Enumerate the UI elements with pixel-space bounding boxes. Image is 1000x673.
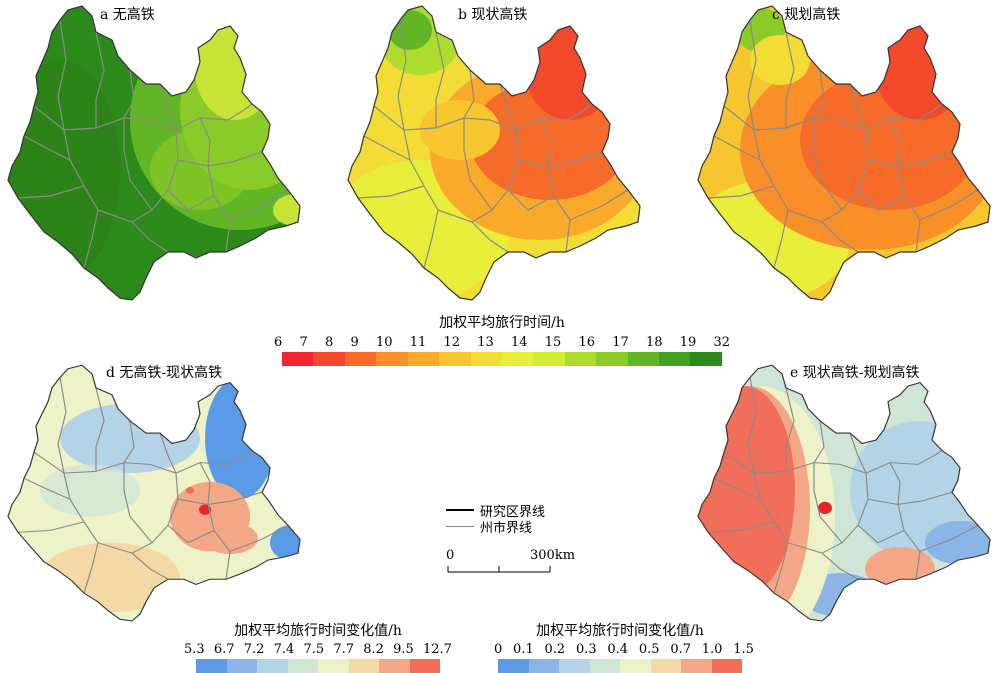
legend-tick: 8 (324, 335, 334, 350)
legend-tick: 0.7 (670, 642, 691, 657)
legend-swatch (528, 659, 559, 673)
legend-tick: 0.4 (607, 642, 629, 657)
legend-tick: 1.5 (733, 642, 754, 657)
legend-tick: 0.2 (544, 642, 566, 657)
legend-swatch (690, 352, 722, 366)
legend-tick: 0.1 (513, 642, 534, 657)
legend-tick: 12 (443, 335, 460, 350)
legend-swatch (287, 659, 318, 673)
legend-tick: 17 (612, 335, 629, 350)
legend-tick: 8.2 (363, 642, 384, 657)
legend-swatch (501, 352, 534, 366)
key-study-boundary-label: 研究区界线 (480, 504, 546, 520)
map-title-d: d 无高铁-现状高铁 (106, 365, 223, 381)
legend-swatch (533, 352, 565, 366)
legend-travel-time-ticks: 6 7 8 9 10 11 12 13 14 15 16 17 18 19 32 (274, 335, 730, 350)
scale-bar: 0 300km (446, 548, 575, 576)
legend-swatch (620, 659, 651, 673)
map-e: e 现状高铁-规划高铁 (690, 360, 1000, 630)
legend-tick: 6 (274, 335, 283, 350)
legend-change-d: 加权平均旅行时间变化值/h 5.3 6.7 7.2 7.4 7.5 7.7 8.2 9.5 12… (184, 620, 452, 673)
key-row-prefecture: 州市界线 (446, 518, 545, 536)
legend-swatch (376, 352, 408, 366)
legend-swatch (470, 352, 502, 366)
legend-travel-time-bar (282, 352, 722, 366)
legend-tick: 7 (299, 335, 308, 350)
map-title-a: a 无高铁 (100, 7, 155, 23)
legend-tick: 7.4 (273, 642, 295, 657)
legend-swatch (409, 659, 440, 673)
legend-swatch (559, 659, 590, 673)
legend-tick: 7.7 (333, 642, 355, 657)
legend-tick: 13 (477, 335, 494, 350)
legend-swatch (650, 659, 681, 673)
legend-tick: 9 (350, 335, 359, 350)
boundary-key: 研究区界线 州市界线 (446, 502, 546, 536)
legend-change-e-ticks: 0 0.1 0.2 0.3 0.4 0.5 0.7 1.0 1.5 (494, 642, 754, 657)
legend-swatch (313, 352, 345, 366)
legend-tick: 12.7 (423, 642, 452, 657)
legend-tick: 0 (494, 642, 503, 657)
legend-tick: 1.0 (701, 642, 723, 657)
key-prefecture-boundary-label: 州市界线 (480, 520, 533, 536)
legend-swatch (318, 659, 349, 673)
legend-change-e: 加权平均旅行时间变化值/h 0 0.1 0.2 0.3 0.4 0.5 0.7 1.0 1.5 (494, 620, 754, 673)
legend-travel-time-title: 加权平均旅行时间/h (439, 315, 565, 331)
legend-swatch (498, 659, 529, 673)
legend-tick: 10 (375, 335, 393, 350)
prefecture-boundary-line (446, 525, 474, 527)
map-c: c 规划高铁 (690, 0, 1000, 310)
scale-bar-line (447, 566, 551, 573)
legend-tick: 14 (510, 335, 528, 350)
legend-change-e-title: 加权平均旅行时间变化值/h (536, 623, 704, 639)
legend-change-e-bar (498, 659, 742, 673)
scale-start-label: 0 (446, 548, 455, 563)
map-d: d 无高铁-现状高铁 (0, 360, 310, 630)
legend-swatch (196, 659, 227, 673)
legend-tick: 9.5 (393, 642, 414, 657)
map-title-b: b 现状高铁 (458, 7, 528, 23)
scale-end-label: 300km (530, 548, 576, 563)
legend-swatch (257, 659, 288, 673)
legend-swatch (596, 352, 628, 366)
map-title-c: c 规划高铁 (772, 7, 841, 23)
key-row-study: 研究区界线 (446, 502, 546, 520)
map-a: a 无高铁 (0, 0, 310, 310)
map-b: b 现状高铁 (340, 0, 650, 310)
legend-swatch (344, 352, 377, 366)
legend-swatch (379, 659, 410, 673)
legend-tick: 7.2 (243, 642, 265, 657)
legend-tick: 0.5 (638, 642, 660, 657)
legend-swatch (348, 659, 379, 673)
legend-change-d-ticks: 5.3 6.7 7.2 7.4 7.5 7.7 8.2 9.5 12.7 (184, 642, 452, 657)
legend-tick: 7.5 (303, 642, 325, 657)
legend-swatch (681, 659, 712, 673)
legend-swatch (564, 352, 597, 366)
legend-travel-time: 加权平均旅行时间/h 6 7 8 9 10 11 12 13 14 15 16 17 18 19 32 (274, 312, 730, 366)
legend-tick: 5.3 (184, 642, 205, 657)
legend-swatch (407, 352, 440, 366)
legend-swatch (439, 352, 471, 366)
legend-swatch (226, 659, 257, 673)
legend-tick: 18 (645, 335, 663, 350)
legend-tick: 16 (578, 335, 595, 350)
legend-swatch (659, 352, 691, 366)
study-boundary-line (446, 509, 474, 511)
legend-change-d-bar (196, 659, 440, 673)
legend-tick: 19 (679, 335, 697, 350)
legend-swatch (627, 352, 660, 366)
legend-tick: 11 (409, 335, 427, 350)
legend-swatch (589, 659, 620, 673)
legend-swatch (711, 659, 742, 673)
map-title-e: e 现状高铁-规划高铁 (790, 365, 920, 381)
legend-tick: 0.3 (575, 642, 597, 657)
legend-tick: 6.7 (213, 642, 235, 657)
legend-tick: 32 (713, 335, 730, 350)
legend-change-d-title: 加权平均旅行时间变化值/h (234, 623, 402, 639)
legend-tick: 15 (544, 335, 562, 350)
legend-swatch (282, 352, 314, 366)
